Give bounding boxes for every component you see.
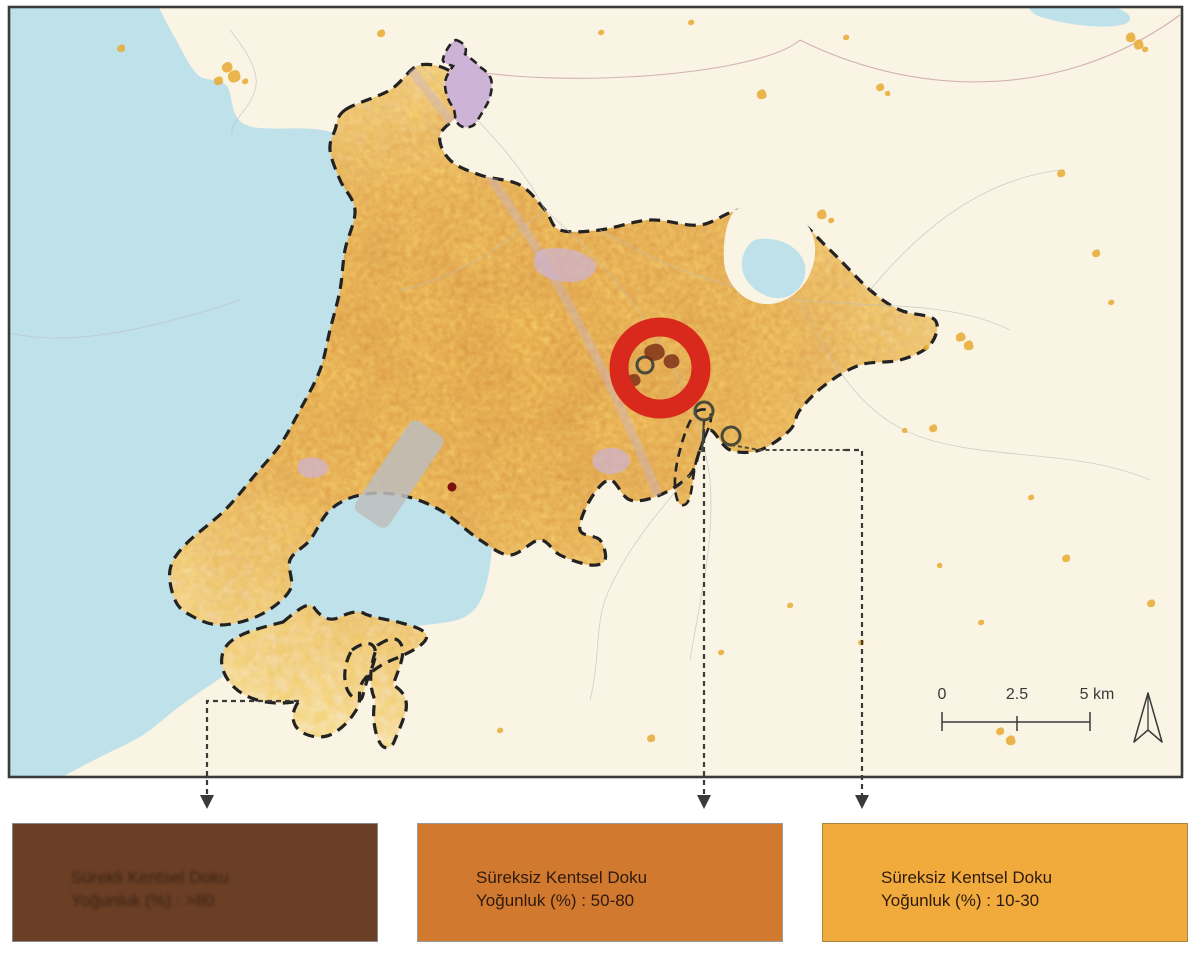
svg-text:0: 0	[938, 686, 947, 703]
svg-text:2.5: 2.5	[1006, 686, 1028, 703]
svg-text:5 km: 5 km	[1080, 686, 1115, 703]
